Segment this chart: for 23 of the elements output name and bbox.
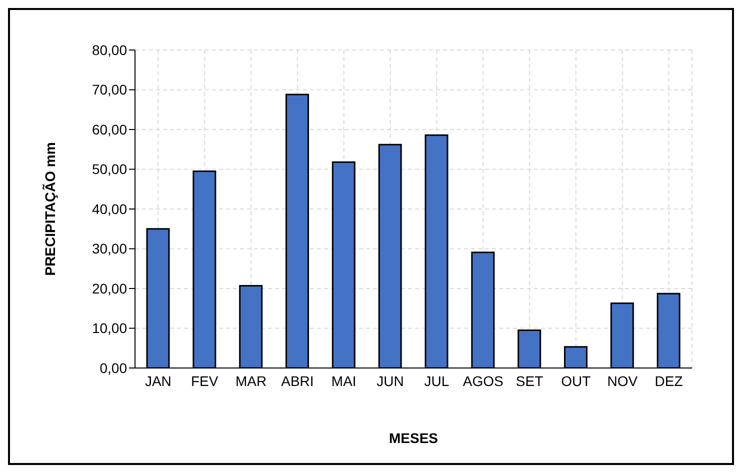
y-axis-title: PRECIPITAÇÃO mm — [42, 142, 58, 276]
x-tick-label: FEV — [191, 372, 219, 389]
y-tick-label: 60,00 — [92, 121, 128, 138]
x-tick-label: JUL — [424, 372, 450, 389]
x-axis-title: MESES — [388, 430, 438, 446]
y-tick-label: 30,00 — [92, 240, 128, 257]
y-tick-label: 40,00 — [92, 200, 128, 217]
y-tick-label: 20,00 — [92, 280, 128, 296]
y-tick-label: 0,00 — [100, 360, 128, 376]
x-tick-label: SET — [516, 372, 544, 389]
y-tick-label: 10,00 — [92, 320, 128, 336]
y-tick-label: 70,00 — [92, 82, 128, 98]
x-tick-label: JAN — [144, 372, 172, 389]
x-tick-label: OUT — [561, 372, 592, 389]
x-tick-label: MAI — [331, 372, 356, 389]
x-tick-label: JUN — [376, 372, 404, 389]
x-tick-label: DEZ — [654, 372, 684, 389]
x-tick-label: NOV — [607, 372, 638, 389]
x-tick-label: MAR — [235, 372, 267, 389]
y-tick-label: 50,00 — [92, 161, 128, 178]
x-tick-label: ABRI — [281, 372, 314, 389]
x-tick-label: AGOS — [462, 372, 504, 389]
y-tick-label: 80,00 — [92, 42, 128, 58]
